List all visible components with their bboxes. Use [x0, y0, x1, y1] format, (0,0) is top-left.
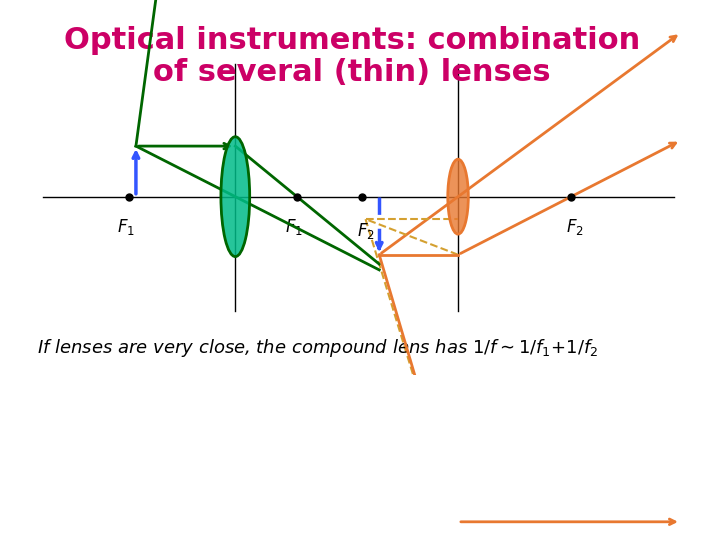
Ellipse shape	[448, 159, 468, 234]
Text: $F_2$: $F_2$	[356, 221, 374, 241]
Text: of several (thin) lenses: of several (thin) lenses	[153, 58, 551, 87]
Text: $F_2$: $F_2$	[566, 217, 583, 237]
Text: If lenses are very close, the compound lens has $1/f$$\sim$$1/f_1$$+$$1/f_2$: If lenses are very close, the compound l…	[37, 338, 598, 359]
Text: Optical instruments: combination: Optical instruments: combination	[63, 26, 640, 55]
Ellipse shape	[221, 137, 250, 256]
Text: $F_1$: $F_1$	[284, 217, 302, 237]
Text: $F_1$: $F_1$	[117, 217, 135, 237]
